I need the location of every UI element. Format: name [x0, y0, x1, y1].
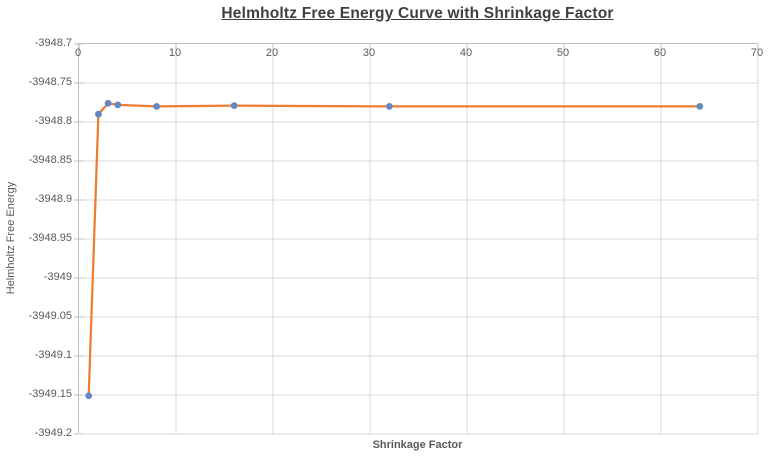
plot-area — [74, 43, 759, 435]
y-tick-label: -3949.15 — [28, 388, 72, 400]
data-point-marker — [95, 110, 102, 118]
y-tick-label: -3948.8 — [34, 115, 72, 127]
x-tick-label: 50 — [556, 47, 570, 59]
series-line — [87, 102, 701, 397]
data-point-marker — [696, 103, 704, 110]
y-tick-label: -3949.05 — [28, 310, 72, 322]
chart-title: Helmholtz Free Energy Curve with Shrinka… — [221, 5, 614, 22]
x-tick-label: 10 — [168, 47, 182, 59]
y-tick-label: -3948.75 — [28, 76, 72, 88]
data-point-marker — [386, 103, 393, 110]
x-axis-title: Shrinkage Factor — [372, 439, 463, 451]
x-tick-label: 20 — [265, 47, 279, 59]
y-tick-label: -3948.85 — [28, 154, 72, 166]
y-tick-label: -3948.9 — [34, 193, 72, 205]
x-tick-label: 40 — [459, 47, 473, 59]
y-tick-label: -3948.95 — [28, 232, 72, 244]
data-point-marker — [230, 102, 238, 110]
data-point-marker — [153, 103, 160, 110]
data-point-marker — [104, 99, 112, 107]
x-tick-label: 30 — [362, 47, 376, 59]
x-tick-label: 70 — [750, 47, 764, 59]
y-tick-label: -3949 — [43, 271, 72, 283]
plot-canvas — [74, 43, 759, 435]
x-tick-label: 60 — [653, 47, 667, 59]
data-point-marker — [114, 101, 122, 109]
data-point-marker — [85, 392, 93, 400]
y-tick-label: -3949.1 — [34, 349, 72, 361]
y-tick-label: -3948.7 — [34, 37, 72, 49]
x-tick-label: 0 — [74, 47, 82, 59]
y-tick-label: -3949.2 — [34, 427, 72, 439]
